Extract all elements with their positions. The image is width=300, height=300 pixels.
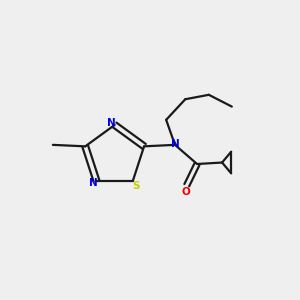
- Text: N: N: [107, 118, 116, 128]
- Text: N: N: [88, 178, 97, 188]
- Text: O: O: [182, 187, 190, 197]
- Text: N: N: [171, 139, 180, 149]
- Text: S: S: [133, 181, 140, 191]
